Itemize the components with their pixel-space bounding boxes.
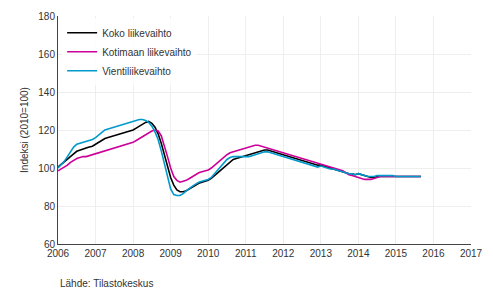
svg-text:Kotimaan liikevaihto: Kotimaan liikevaihto	[102, 47, 191, 58]
svg-text:2013: 2013	[310, 248, 333, 259]
svg-text:2017: 2017	[460, 248, 483, 259]
svg-text:Indeksi (2010=100): Indeksi (2010=100)	[19, 87, 30, 173]
svg-text:120: 120	[38, 125, 55, 136]
svg-text:180: 180	[38, 11, 55, 22]
svg-text:2015: 2015	[385, 248, 408, 259]
svg-text:60: 60	[44, 239, 56, 250]
svg-text:2009: 2009	[160, 248, 183, 259]
svg-text:100: 100	[38, 163, 55, 174]
svg-text:2014: 2014	[347, 248, 370, 259]
svg-text:140: 140	[38, 87, 55, 98]
svg-text:Lähde: Tilastokeskus: Lähde: Tilastokeskus	[60, 278, 153, 289]
svg-text:2016: 2016	[422, 248, 445, 259]
svg-text:80: 80	[44, 201, 56, 212]
svg-text:Vientiliikevaihto: Vientiliikevaihto	[102, 66, 171, 77]
svg-text:2008: 2008	[122, 248, 145, 259]
svg-text:2011: 2011	[235, 248, 257, 259]
svg-text:2012: 2012	[272, 248, 295, 259]
svg-text:2006: 2006	[47, 248, 70, 259]
svg-text:2010: 2010	[197, 248, 220, 259]
svg-text:160: 160	[38, 49, 55, 60]
svg-text:2007: 2007	[84, 248, 107, 259]
svg-text:Koko liikevaihto: Koko liikevaihto	[102, 28, 172, 39]
